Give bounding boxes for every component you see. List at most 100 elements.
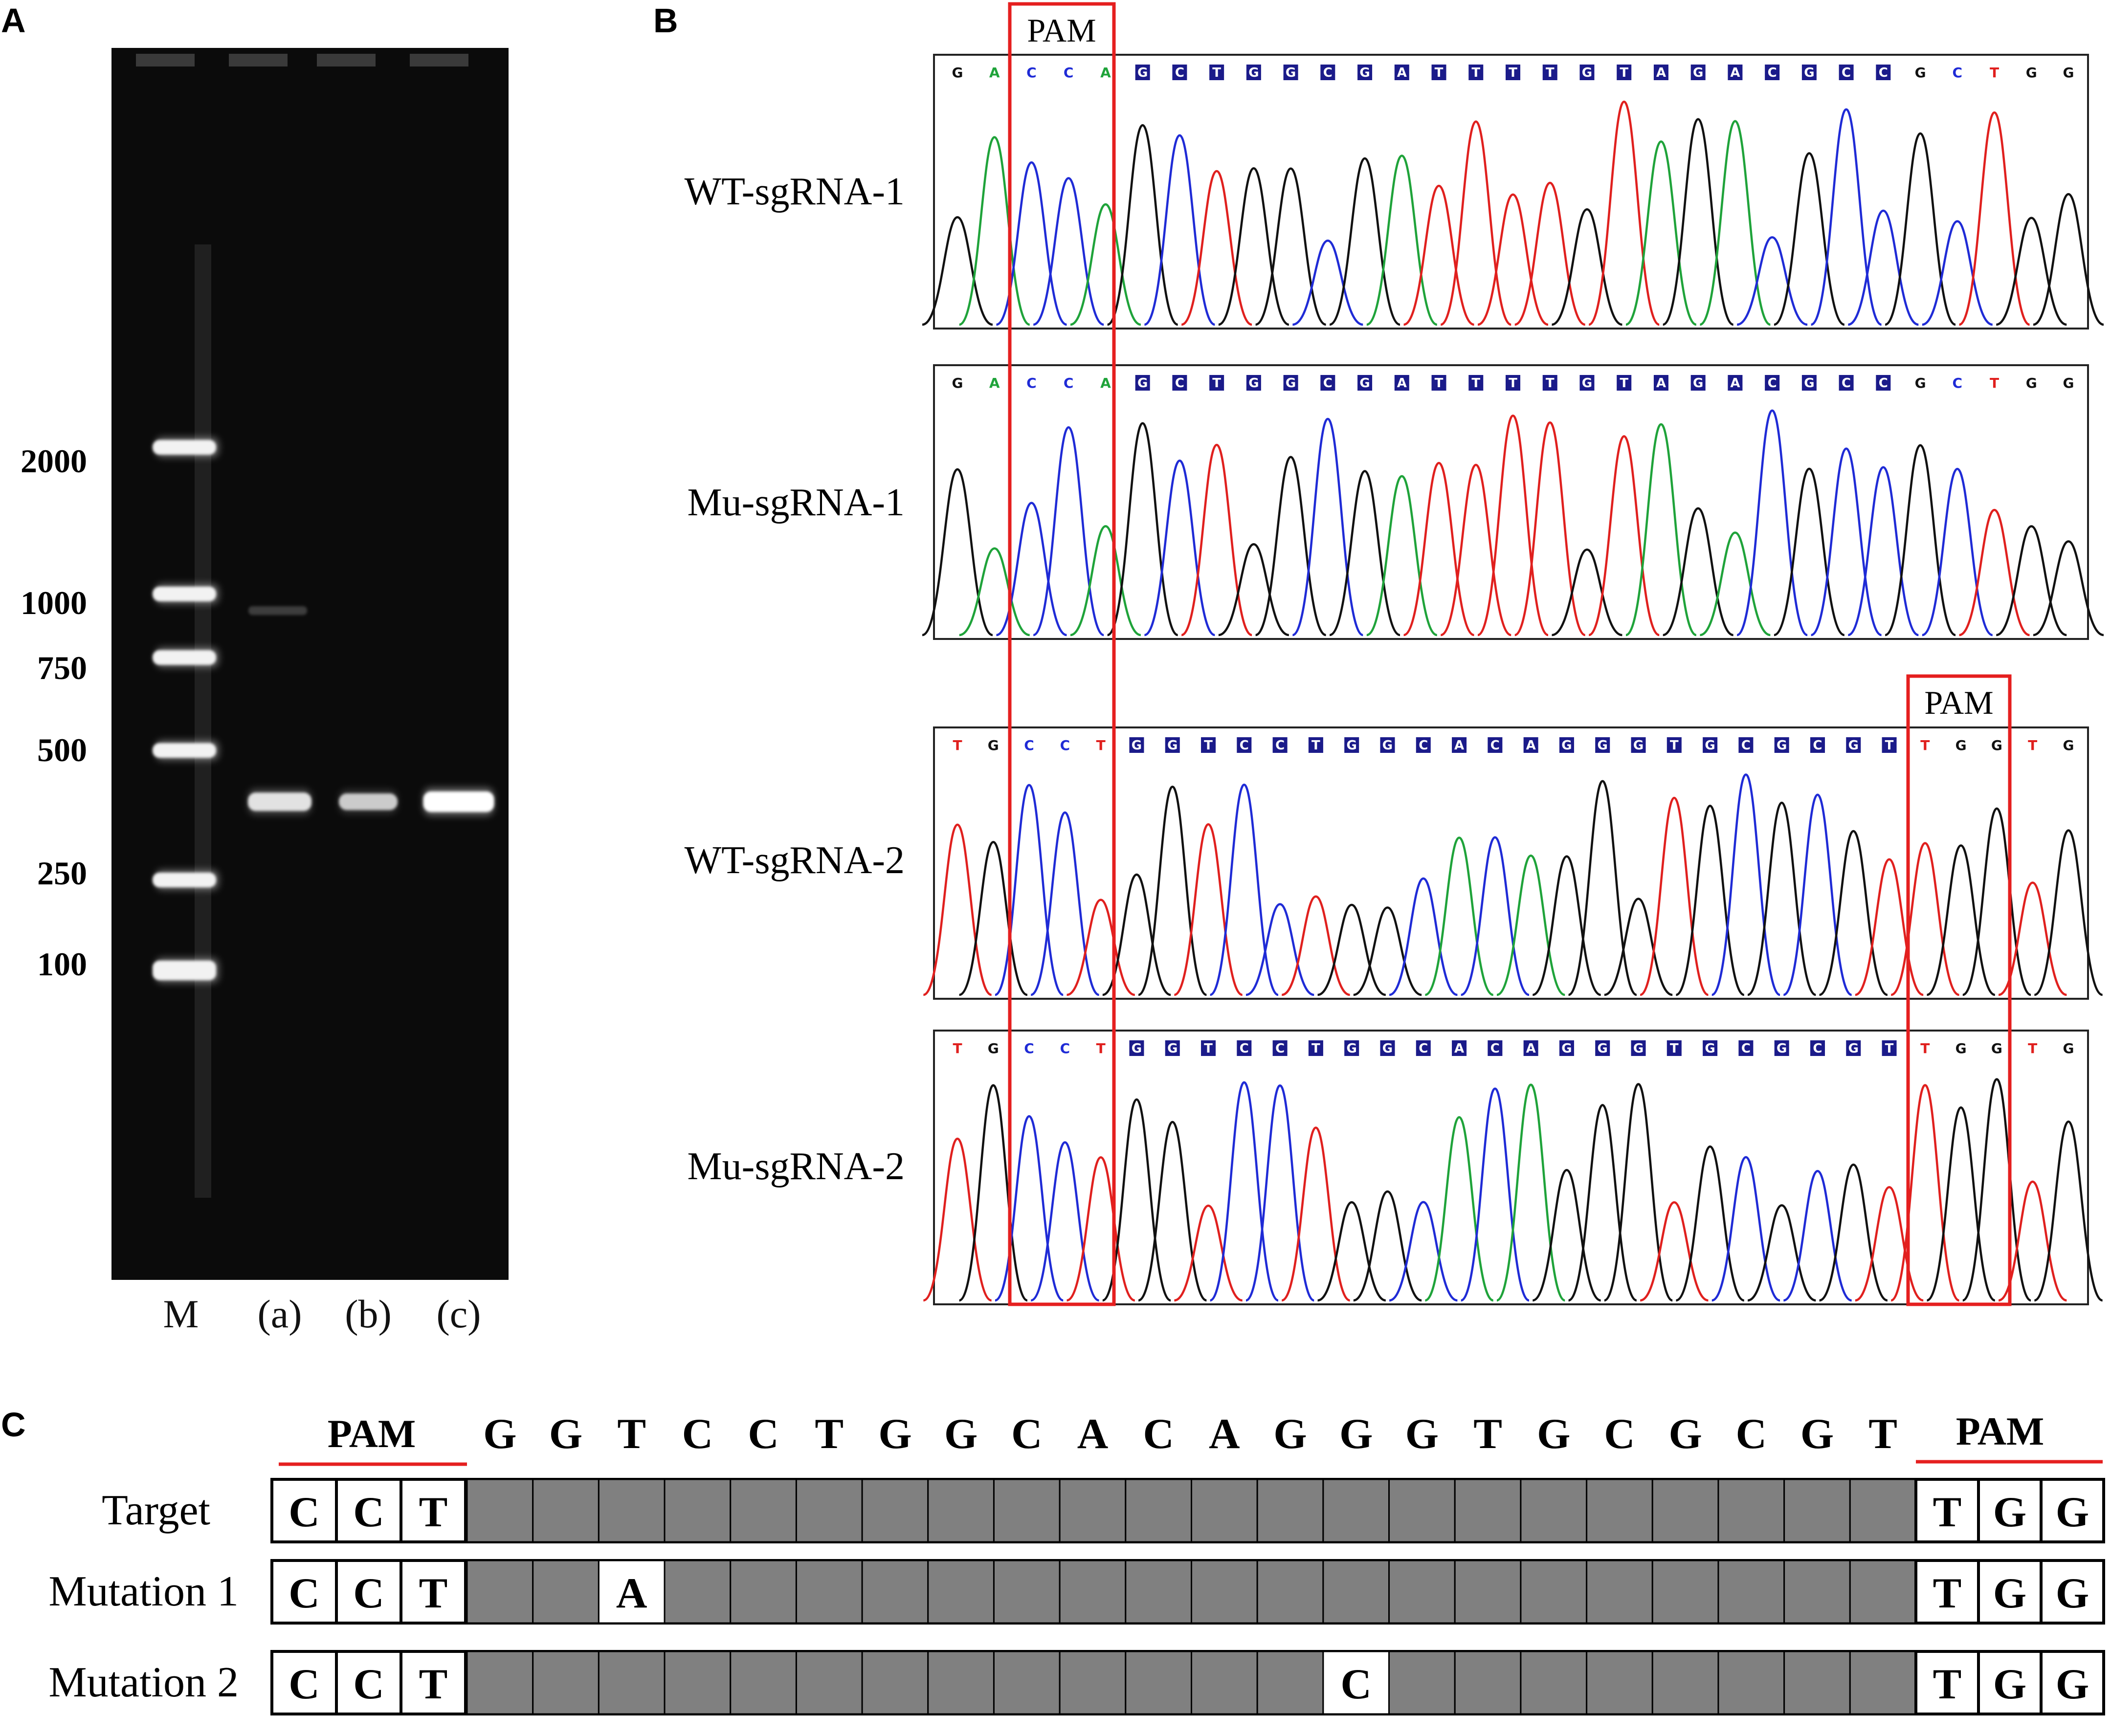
trace-peak [1460,1087,1530,1302]
trace-peak [1033,177,1104,326]
sample-bands [248,788,494,816]
base-call: T [1204,738,1213,753]
gel-well [229,54,288,66]
trace-peak [1403,461,1475,637]
base-call-box [1172,65,1187,80]
trace-peak [1588,435,1660,637]
base-call: A [1397,66,1407,80]
base-call: G [1777,1041,1787,1056]
base-call: C [1953,375,1963,391]
base-call: T [1096,1040,1106,1056]
base-call: T [1311,738,1320,753]
trace-peak [1885,444,1956,637]
alignment-row: Target C C T T G G [102,1478,2105,1543]
base-call-box [1667,1040,1682,1056]
target-cell [1586,1650,1653,1715]
target-cell [1059,1650,1127,1715]
marker-size-label: 500 [37,731,87,769]
base-call: C [1064,375,1074,391]
gel-well [136,54,195,66]
base-call-box [1690,65,1706,80]
trace-peak [1107,422,1178,637]
base-call: G [1804,376,1814,391]
base-call-box [1394,65,1409,80]
trace-peak [1640,796,1709,996]
trace-peak [1317,1201,1386,1302]
base-call: T [1885,738,1894,753]
pam-highlight-box-right [1906,674,2012,1306]
marker-size-label: 1000 [21,584,87,621]
trace-peak [1998,1180,2067,1302]
base-call-box [1272,737,1288,753]
target-cell [664,1650,732,1715]
target-cell [861,1650,929,1715]
trace-peak [1174,1205,1243,1302]
trace-peak [1245,903,1314,996]
pam-base: G [1993,1489,2026,1536]
pam-base: G [2056,1489,2089,1536]
base-call-box [1839,65,1854,80]
base-call-box [1631,1040,1646,1056]
base-call: T [1471,376,1480,391]
base-call: G [1582,66,1592,80]
base-call: T [1920,737,1930,753]
trace-peak [958,1084,1028,1302]
base-call-box [1209,375,1224,391]
base-call: T [1920,1040,1930,1056]
base-call: C [1741,738,1751,753]
base-call: C [1879,66,1888,80]
target-cell [927,1560,995,1624]
base-call: C [1175,66,1184,80]
marker-size-label: 750 [37,649,87,686]
trace-peak [1389,1201,1458,1302]
pam-cell [2040,1650,2105,1715]
base-call-box [1810,1040,1825,1056]
trace-peak [1998,881,2067,996]
target-cell [1454,1560,1522,1624]
base-call-box [1468,375,1484,391]
sequence-letter: C [1011,1410,1043,1458]
trace-peak [1890,842,1960,996]
pam-highlight-box-left [1008,2,1116,1306]
trace-peak [1996,217,2067,326]
trace-peak [1174,823,1243,996]
ladder-band [153,650,216,665]
base-call: G [2026,375,2037,391]
trace-peak [1070,525,1141,637]
mutation-cell [1322,1650,1390,1715]
trace-peak [1663,507,1734,637]
target-cell [1388,1650,1456,1715]
sequence-letter: T [1868,1410,1897,1458]
target-cell [1059,1560,1127,1624]
base-call: G [1598,738,1608,753]
pam-base: G [1993,1661,2026,1708]
base-call-box [1542,375,1557,391]
base-call-box [1283,65,1298,80]
base-call: A [1730,376,1740,391]
base-call: C [1064,65,1074,81]
trace-peak [1329,157,1400,326]
base-call-box [1728,65,1743,80]
trace-peak [1819,1164,1888,1302]
base-call-box [1272,1040,1288,1056]
base-call: G [2063,65,2074,81]
target-cell [1651,1560,1719,1624]
base-call: A [1100,375,1111,391]
base-call: C [1024,1040,1034,1056]
trace-peak [1996,525,2067,637]
mutation-base: A [616,1570,647,1617]
trace-peak [1552,548,1622,637]
sequence-letter: C [748,1410,779,1458]
base-call-box [1129,737,1144,753]
trace-peak [1675,805,1745,996]
base-call: G [1359,66,1370,80]
sequence-letter: G [1339,1410,1373,1458]
marker-size-label: 2000 [21,442,87,480]
sample-band [339,793,398,810]
base-call-box [1523,737,1538,753]
base-call: G [1561,1041,1572,1056]
lane-label-c: (c) [436,1292,481,1336]
mutation-base: C [1340,1661,1372,1708]
